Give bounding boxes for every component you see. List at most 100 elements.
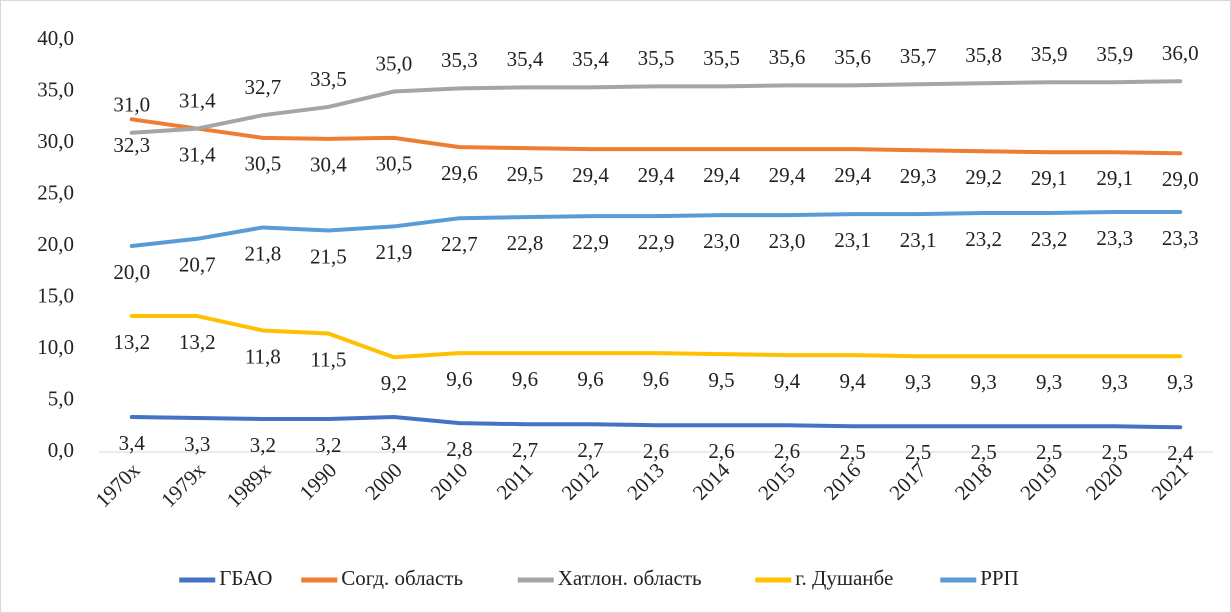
data-label: 23,3: [1096, 226, 1133, 250]
data-label: 29,0: [1162, 167, 1199, 191]
data-label: 2,5: [839, 440, 865, 464]
data-label: 23,2: [965, 227, 1002, 251]
data-label: 23,0: [769, 229, 806, 253]
data-label: 30,5: [376, 152, 413, 176]
data-label: 9,6: [643, 367, 669, 391]
y-tick-label: 15,0: [37, 283, 74, 307]
data-label: 32,7: [244, 75, 281, 99]
data-label: 13,2: [113, 330, 150, 354]
series-line: [129, 117, 1183, 156]
data-label: 2,7: [512, 438, 538, 462]
y-tick-label: 35,0: [37, 77, 74, 101]
data-label: 35,9: [1096, 42, 1133, 66]
data-label: 35,7: [900, 44, 937, 68]
data-label: 29,4: [572, 163, 609, 187]
series-line: [129, 79, 1183, 135]
data-label: 3,4: [381, 431, 408, 455]
series-line: [129, 314, 1183, 360]
data-label: 9,6: [577, 367, 603, 391]
data-label: 36,0: [1162, 41, 1199, 65]
data-label: 22,9: [638, 230, 675, 254]
data-label: 9,2: [381, 371, 407, 395]
data-label: 29,6: [441, 161, 478, 185]
data-label: 2,6: [708, 439, 734, 463]
data-label: 9,6: [446, 367, 472, 391]
data-label: 30,5: [244, 152, 281, 176]
data-label: 9,4: [839, 369, 866, 393]
data-label: 2,4: [1167, 441, 1194, 465]
data-label: 9,3: [1036, 370, 1062, 394]
data-label: 33,5: [310, 67, 347, 91]
data-label: 9,3: [905, 370, 931, 394]
data-label: 3,2: [315, 433, 341, 457]
data-label: 9,4: [774, 369, 801, 393]
data-label: 32,3: [113, 133, 150, 157]
data-label: 2,6: [774, 439, 800, 463]
y-tick-label: 0,0: [48, 438, 74, 462]
data-label: 3,2: [250, 433, 276, 457]
data-label: 31,0: [113, 93, 150, 117]
data-label: 29,1: [1031, 166, 1068, 190]
data-label: 3,3: [184, 432, 210, 456]
data-label: 35,6: [769, 45, 806, 69]
data-label: 21,8: [244, 241, 281, 265]
data-label: 2,5: [1036, 440, 1062, 464]
data-label: 29,1: [1096, 166, 1133, 190]
y-tick-label: 30,0: [37, 129, 74, 153]
data-label: 2,8: [446, 437, 472, 461]
data-label: 29,4: [834, 163, 871, 187]
series-line: [129, 210, 1183, 248]
data-label: 23,1: [900, 228, 937, 252]
data-label: 35,5: [638, 46, 675, 70]
data-label: 29,5: [507, 162, 544, 186]
data-label: 22,9: [572, 230, 609, 254]
data-label: 3,4: [119, 431, 146, 455]
data-label: 29,4: [638, 163, 675, 187]
data-label: 22,8: [507, 231, 544, 255]
data-label: 9,3: [1102, 370, 1128, 394]
legend-label: Хатлон. область: [558, 566, 702, 590]
data-label: 35,9: [1031, 42, 1068, 66]
data-label: 35,4: [507, 47, 544, 71]
data-label: 29,4: [769, 163, 806, 187]
data-label: 31,4: [179, 88, 216, 112]
data-label: 35,4: [572, 47, 609, 71]
data-label: 30,4: [310, 153, 347, 177]
data-label: 21,5: [310, 244, 347, 268]
y-tick-label: 40,0: [37, 26, 74, 50]
data-label: 29,3: [900, 164, 937, 188]
data-label: 23,0: [703, 229, 740, 253]
y-tick-label: 10,0: [37, 335, 74, 359]
data-label: 21,9: [376, 240, 413, 264]
data-label: 11,8: [245, 344, 281, 368]
legend-label: Согд. область: [341, 566, 463, 590]
data-label: 35,8: [965, 43, 1002, 67]
y-tick-label: 20,0: [37, 232, 74, 256]
legend-label: ГБАО: [219, 566, 272, 590]
data-label: 2,5: [1102, 440, 1128, 464]
data-label: 35,0: [376, 51, 413, 75]
data-label: 13,2: [179, 330, 216, 354]
data-label: 9,6: [512, 367, 538, 391]
data-label: 22,7: [441, 232, 478, 256]
data-label: 35,5: [703, 46, 740, 70]
data-label: 35,3: [441, 48, 478, 72]
data-label: 31,4: [179, 142, 216, 166]
data-label: 35,6: [834, 45, 871, 69]
data-label: 20,7: [179, 253, 216, 277]
data-label: 23,1: [834, 228, 871, 252]
data-label: 23,2: [1031, 227, 1068, 251]
legend-label: г. Душанбе: [795, 566, 893, 590]
legend-label: РРП: [980, 566, 1019, 590]
data-label: 2,7: [577, 438, 603, 462]
series-line: [129, 414, 1183, 430]
data-label: 2,5: [971, 440, 997, 464]
data-label: 20,0: [113, 260, 150, 284]
data-label: 2,5: [905, 440, 931, 464]
data-label: 2,6: [643, 439, 669, 463]
data-label: 29,4: [703, 163, 740, 187]
y-tick-label: 25,0: [37, 180, 74, 204]
y-tick-label: 5,0: [48, 386, 74, 410]
data-label: 9,3: [1167, 370, 1193, 394]
